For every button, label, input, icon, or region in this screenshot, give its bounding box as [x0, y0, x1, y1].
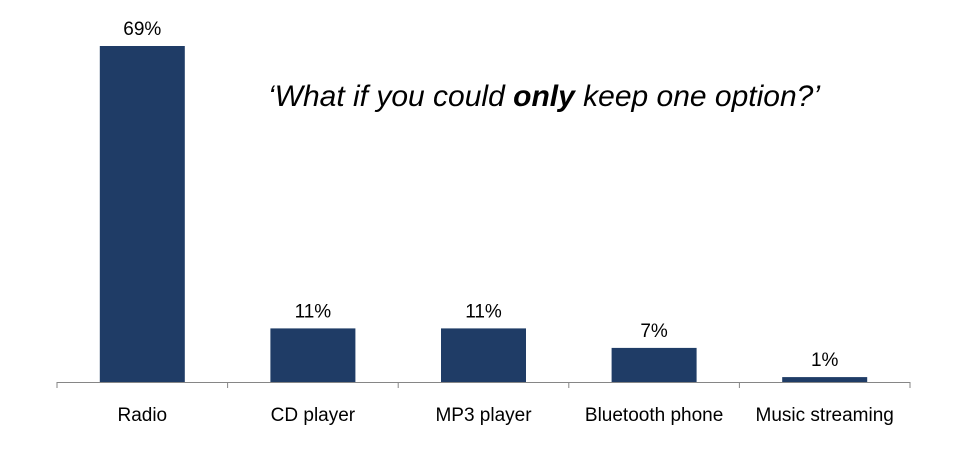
data-label: 11% [295, 301, 332, 322]
x-tick-label: Music streaming [756, 405, 894, 426]
x-axis [56, 382, 911, 388]
data-label: 1% [811, 350, 839, 371]
title-suffix: keep one option?’ [574, 80, 820, 113]
chart-title: ‘What if you could only keep one option?… [268, 80, 820, 114]
bar-bluetooth-phone [611, 347, 697, 382]
x-tick-label: MP3 player [435, 405, 532, 426]
title-emphasis: only [513, 80, 575, 113]
bar-radio [99, 46, 185, 382]
x-tick-label-group: Radio CD player MP3 player Bluetooth phone M… [117, 405, 893, 426]
data-label: 11% [465, 301, 502, 322]
x-tick-label: CD player [271, 405, 356, 426]
data-label: 7% [640, 321, 668, 342]
title-prefix: ‘What if you could [268, 80, 514, 113]
bar-group [99, 46, 868, 382]
x-tick-label: Radio [117, 405, 167, 426]
bar-cd-player [270, 328, 356, 382]
bar-mp3-player [441, 328, 526, 382]
data-label-group: 69% 11% 11% 7% 1% [123, 19, 838, 371]
bar-music-streaming [782, 377, 868, 382]
x-tick-label: Bluetooth phone [585, 405, 723, 426]
data-label: 69% [123, 19, 161, 40]
